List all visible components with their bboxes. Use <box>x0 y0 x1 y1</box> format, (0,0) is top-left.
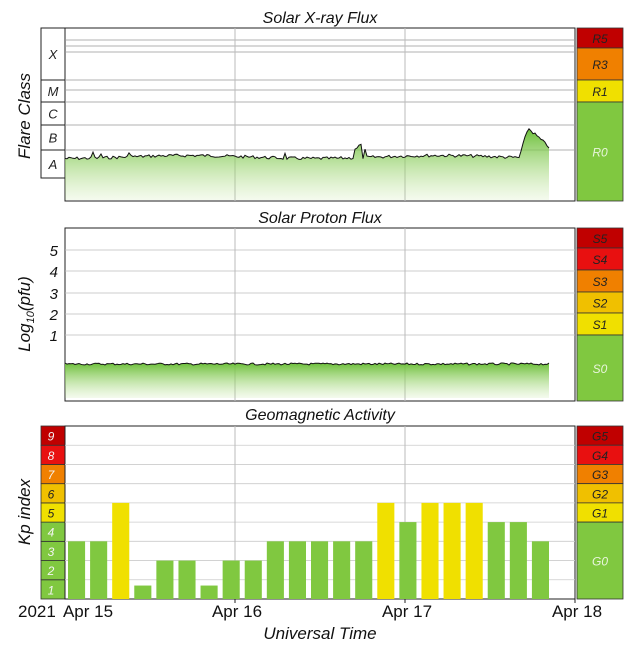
kp-bar <box>531 541 549 599</box>
flare-class-label: B <box>49 131 58 146</box>
proton-ytick-label: 5 <box>50 243 59 260</box>
kp-bar <box>399 522 417 599</box>
geomagnetic-storm-scale: G5 G4 G3 G2 G1 G0 <box>576 425 624 600</box>
kp-bars <box>68 502 549 599</box>
time-axis: 2021 Apr 15 Apr 16 Apr 17 Apr 18 Univers… <box>18 599 602 643</box>
flare-class-cell <box>40 27 66 81</box>
scale-label: R3 <box>592 58 608 72</box>
scale-cell <box>576 101 624 202</box>
solar-radiation-scale: S5 S4 S3 S2 S1 S0 <box>576 227 624 402</box>
scale-cell <box>576 334 624 402</box>
kp-bar <box>288 541 306 599</box>
kp-bar <box>222 560 240 599</box>
kp-bar <box>487 522 505 599</box>
proton-ytick-label: 4 <box>50 264 58 281</box>
kp-level-label: 5 <box>48 507 55 521</box>
proton-ytick-label: 3 <box>50 286 59 303</box>
proton-ytick-label: 2 <box>49 307 59 324</box>
kp-bar <box>421 502 439 599</box>
scale-label: S5 <box>593 232 608 246</box>
kp-level-label: 9 <box>48 430 55 444</box>
scale-label: R5 <box>592 32 608 46</box>
proton-yticks: 1 2 3 4 5 <box>49 243 59 345</box>
kp-ylabel: Kp index <box>15 478 34 545</box>
scale-label: G0 <box>592 555 608 569</box>
kp-bar <box>443 502 461 599</box>
flare-class-label: C <box>48 107 58 122</box>
kp-bar <box>68 541 86 599</box>
kp-level-label: 7 <box>48 468 56 482</box>
kp-level-label: 6 <box>48 487 55 501</box>
scale-label: G2 <box>592 487 608 501</box>
scale-label: S0 <box>593 362 608 376</box>
x-tick-label: Apr 16 <box>212 602 262 621</box>
radio-blackout-scale: R5 R3 R1 R0 <box>576 27 624 202</box>
kp-level-label: 4 <box>48 526 55 540</box>
scale-label: G1 <box>592 507 608 521</box>
xray-title: Solar X-ray Flux <box>263 10 379 27</box>
kp-bar <box>509 522 527 599</box>
scale-label: R0 <box>592 146 608 160</box>
year-label: 2021 <box>18 602 56 621</box>
xray-ylabel: Flare Class <box>15 73 34 159</box>
kp-level-label: 2 <box>47 564 55 578</box>
x-tick-label: Apr 15 <box>63 602 113 621</box>
kp-bar <box>355 541 373 599</box>
proton-ylabel-sub: 10 <box>25 310 37 323</box>
proton-title: Solar Proton Flux <box>258 210 383 227</box>
proton-ylabel-main: Log <box>15 323 34 352</box>
proton-ytick-label: 1 <box>50 328 58 345</box>
proton-flux-area <box>65 363 549 398</box>
flare-class-label: X <box>48 47 59 62</box>
scale-cell <box>576 521 624 600</box>
scale-label: S1 <box>593 318 608 332</box>
scale-label: G4 <box>592 449 608 463</box>
kp-bar <box>333 541 351 599</box>
kp-bar <box>178 560 196 599</box>
kp-bar <box>244 560 262 599</box>
proton-flux-line <box>64 362 550 366</box>
flare-class-label: M <box>48 84 59 99</box>
x-tick-label: Apr 18 <box>552 602 602 621</box>
kp-bar <box>156 560 174 599</box>
kp-bar <box>377 502 395 599</box>
kp-bar <box>266 541 284 599</box>
xray-gridlines <box>65 28 575 201</box>
proton-ylabel-tail: (pfu) <box>15 276 34 311</box>
kp-bar <box>112 502 130 599</box>
kp-level-label: 1 <box>48 583 55 597</box>
scale-label: G5 <box>592 430 608 444</box>
kp-level-label: 3 <box>48 545 55 559</box>
kp-bar <box>465 502 483 599</box>
kp-bar <box>311 541 329 599</box>
flare-class-label: A <box>48 157 58 172</box>
scale-label: S4 <box>593 253 608 267</box>
x-tick-label: Apr 17 <box>382 602 432 621</box>
proton-ylabel: Log10(pfu) <box>15 276 37 352</box>
scale-cell <box>576 47 624 81</box>
kp-bar <box>134 585 152 599</box>
kp-bar <box>90 541 108 599</box>
xray-flux-line <box>64 127 550 161</box>
kp-bar <box>200 585 218 599</box>
scale-label: S3 <box>593 275 608 289</box>
scale-label: R1 <box>592 85 607 99</box>
kp-level-label: 8 <box>48 449 55 463</box>
xray-flux-area <box>65 128 549 200</box>
scale-label: S2 <box>593 297 608 311</box>
scale-label: G3 <box>592 468 608 482</box>
kp-level-column: 1 2 3 4 5 6 7 8 9 <box>40 425 66 600</box>
kp-title: Geomagnetic Activity <box>245 407 396 424</box>
x-axis-title: Universal Time <box>263 624 376 643</box>
